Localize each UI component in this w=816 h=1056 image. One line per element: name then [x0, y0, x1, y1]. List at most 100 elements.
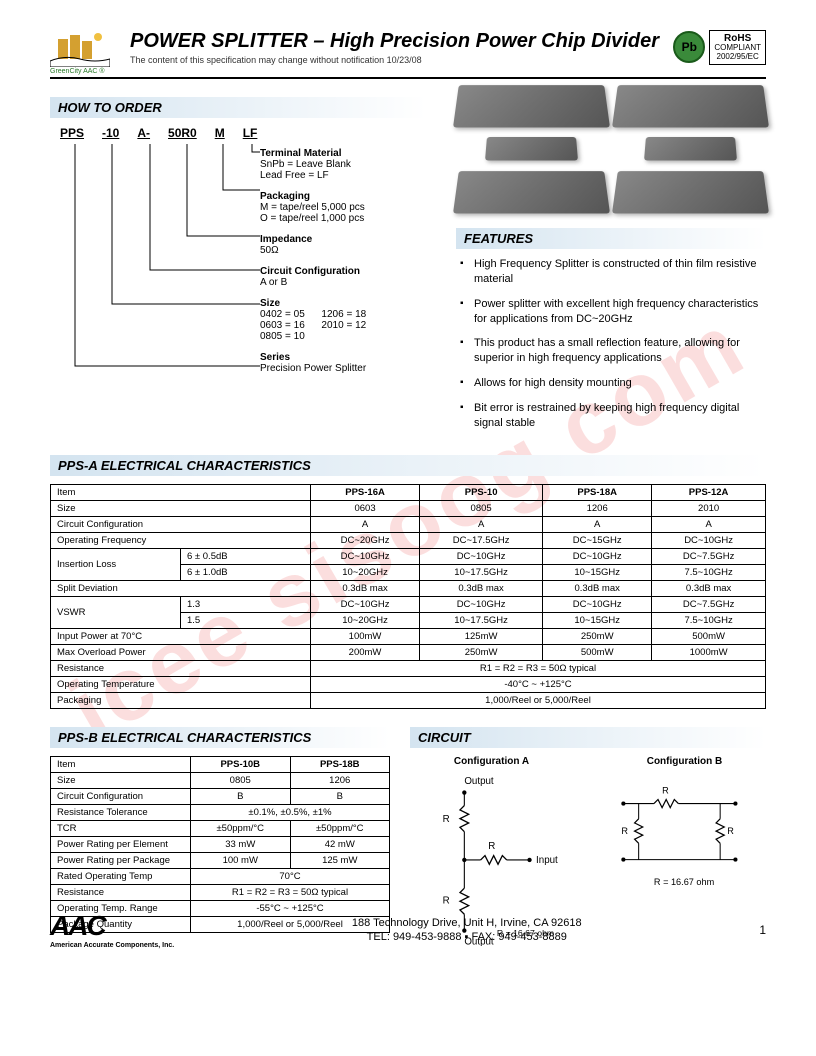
ordering-diagram: PPS -10 A- 50R0 M LF Term: [50, 126, 426, 374]
order-label: Impedance: [260, 234, 426, 245]
feature-item: Allows for high density mounting: [460, 376, 766, 391]
table-header: PPS-10B: [191, 756, 291, 772]
table-row: Size0603080512062010: [51, 500, 766, 516]
header: GreenCity AAC ® POWER SPLITTER – High Pr…: [50, 30, 766, 79]
table-row: Split Deviation0.3dB max0.3dB max0.3dB m…: [51, 580, 766, 596]
cell: Operating Temperature: [51, 676, 311, 692]
svg-text:R: R: [443, 813, 450, 824]
cell: 0805: [191, 772, 291, 788]
section-circuit: CIRCUIT: [410, 727, 766, 748]
table-header: PPS-18B: [290, 756, 390, 772]
table-header: Item: [51, 484, 311, 500]
ordering-lines-icon: [60, 142, 260, 412]
order-item: Packaging M = tape/reel 5,000 pcs O = ta…: [260, 191, 426, 224]
greencity-logo-icon: [50, 31, 110, 67]
cell: 250mW: [420, 644, 543, 660]
cell: DC~10GHz: [543, 596, 652, 612]
circuit-b-title: Configuration B: [603, 756, 766, 767]
cell: B: [290, 788, 390, 804]
cell: A: [652, 516, 766, 532]
table-row: Circuit ConfigurationBB: [51, 788, 390, 804]
features-list: High Frequency Splitter is constructed o…: [456, 257, 766, 431]
footer-logo: AAC: [50, 910, 174, 942]
cell: DC~17.5GHz: [420, 532, 543, 548]
order-code-3: 50R0: [168, 126, 197, 140]
table-row: VSWR1.3DC~10GHzDC~10GHzDC~10GHzDC~7.5GHz: [51, 596, 766, 612]
cell: Insertion Loss: [51, 548, 181, 580]
cell: 2010: [652, 500, 766, 516]
table-row: Resistance Tolerance±0.1%, ±0.5%, ±1%: [51, 804, 390, 820]
cell: Packaging: [51, 692, 311, 708]
cell: DC~10GHz: [420, 548, 543, 564]
feature-item: Bit error is restrained by keeping high …: [460, 401, 766, 431]
order-line: Lead Free = LF: [260, 170, 426, 181]
order-line: M = tape/reel 5,000 pcs: [260, 202, 426, 213]
chip-icon: [485, 137, 578, 161]
table-row: Input Power at 70°C100mW125mW250mW500mW: [51, 628, 766, 644]
order-item: Series Precision Power Splitter: [260, 352, 426, 374]
cell: 1206: [290, 772, 390, 788]
cell: Power Rating per Element: [51, 836, 191, 852]
cell: Size: [51, 500, 311, 516]
cell: 0.3dB max: [543, 580, 652, 596]
chip-icon: [453, 171, 610, 213]
table-header: PPS-16A: [311, 484, 420, 500]
order-line: Precision Power Splitter: [260, 363, 426, 374]
section-pps-a: PPS-A ELECTRICAL CHARACTERISTICS: [50, 455, 766, 476]
table-row: Operating Temperature-40°C ~ +125°C: [51, 676, 766, 692]
order-item: Size 0402 = 05 1206 = 18 0603 = 16 2010 …: [260, 298, 426, 342]
table-header: PPS-18A: [543, 484, 652, 500]
cell: 125mW: [420, 628, 543, 644]
cell: 10~17.5GHz: [420, 564, 543, 580]
cell: ±0.1%, ±0.5%, ±1%: [191, 804, 390, 820]
footer-addr2: TEL: 949-453-9888 ▪ FAX: 949-453-8889: [174, 930, 759, 944]
cell: Split Deviation: [51, 580, 311, 596]
cell: 33 mW: [191, 836, 291, 852]
section-features: FEATURES: [456, 228, 766, 249]
cell: DC~15GHz: [543, 532, 652, 548]
table-row: Operating FrequencyDC~20GHzDC~17.5GHzDC~…: [51, 532, 766, 548]
order-label: Packaging: [260, 191, 426, 202]
chip-icon: [644, 137, 737, 161]
cell: DC~10GHz: [652, 532, 766, 548]
feature-item: This product has a small reflection feat…: [460, 336, 766, 366]
table-row: ResistanceR1 = R2 = R3 = 50Ω typical: [51, 660, 766, 676]
cell: Resistance: [51, 660, 311, 676]
chip-images: [456, 83, 766, 214]
cell: ±50ppm/°C: [191, 820, 291, 836]
cell: 6 ± 0.5dB: [181, 548, 311, 564]
cell: Max Overload Power: [51, 644, 311, 660]
svg-text:R = 16.67 ohm: R = 16.67 ohm: [654, 877, 715, 887]
cell: 1,000/Reel or 5,000/Reel: [311, 692, 766, 708]
cell: 250mW: [543, 628, 652, 644]
cell: 7.5~10GHz: [652, 612, 766, 628]
order-item: Circuit Configuration A or B: [260, 266, 426, 288]
section-how-to-order: HOW TO ORDER: [50, 97, 426, 118]
cell: 70°C: [191, 868, 390, 884]
order-line: A or B: [260, 277, 426, 288]
order-label: Terminal Material: [260, 148, 426, 159]
cell: 200mW: [311, 644, 420, 660]
table-pps-b: ItemPPS-10BPPS-18B Size08051206 Circuit …: [50, 756, 390, 933]
order-label: Circuit Configuration: [260, 266, 426, 277]
cell: 500mW: [543, 644, 652, 660]
cell: Resistance Tolerance: [51, 804, 191, 820]
cell: 500mW: [652, 628, 766, 644]
svg-text:R: R: [488, 841, 495, 852]
feature-item: Power splitter with excellent high frequ…: [460, 297, 766, 327]
cell: DC~7.5GHz: [652, 596, 766, 612]
cell: 0.3dB max: [652, 580, 766, 596]
cell: DC~10GHz: [311, 596, 420, 612]
order-code-1: -10: [102, 126, 119, 140]
cell: 1.3: [181, 596, 311, 612]
cell: 0805: [420, 500, 543, 516]
cell: 10~17.5GHz: [420, 612, 543, 628]
order-label: Size: [260, 298, 426, 309]
table-header: Item: [51, 756, 191, 772]
table-row: Max Overload Power200mW250mW500mW1000mW: [51, 644, 766, 660]
cell: 0.3dB max: [420, 580, 543, 596]
cell: Input Power at 70°C: [51, 628, 311, 644]
feature-item: High Frequency Splitter is constructed o…: [460, 257, 766, 287]
cell: DC~7.5GHz: [652, 548, 766, 564]
order-line: SnPb = Leave Blank: [260, 159, 426, 170]
